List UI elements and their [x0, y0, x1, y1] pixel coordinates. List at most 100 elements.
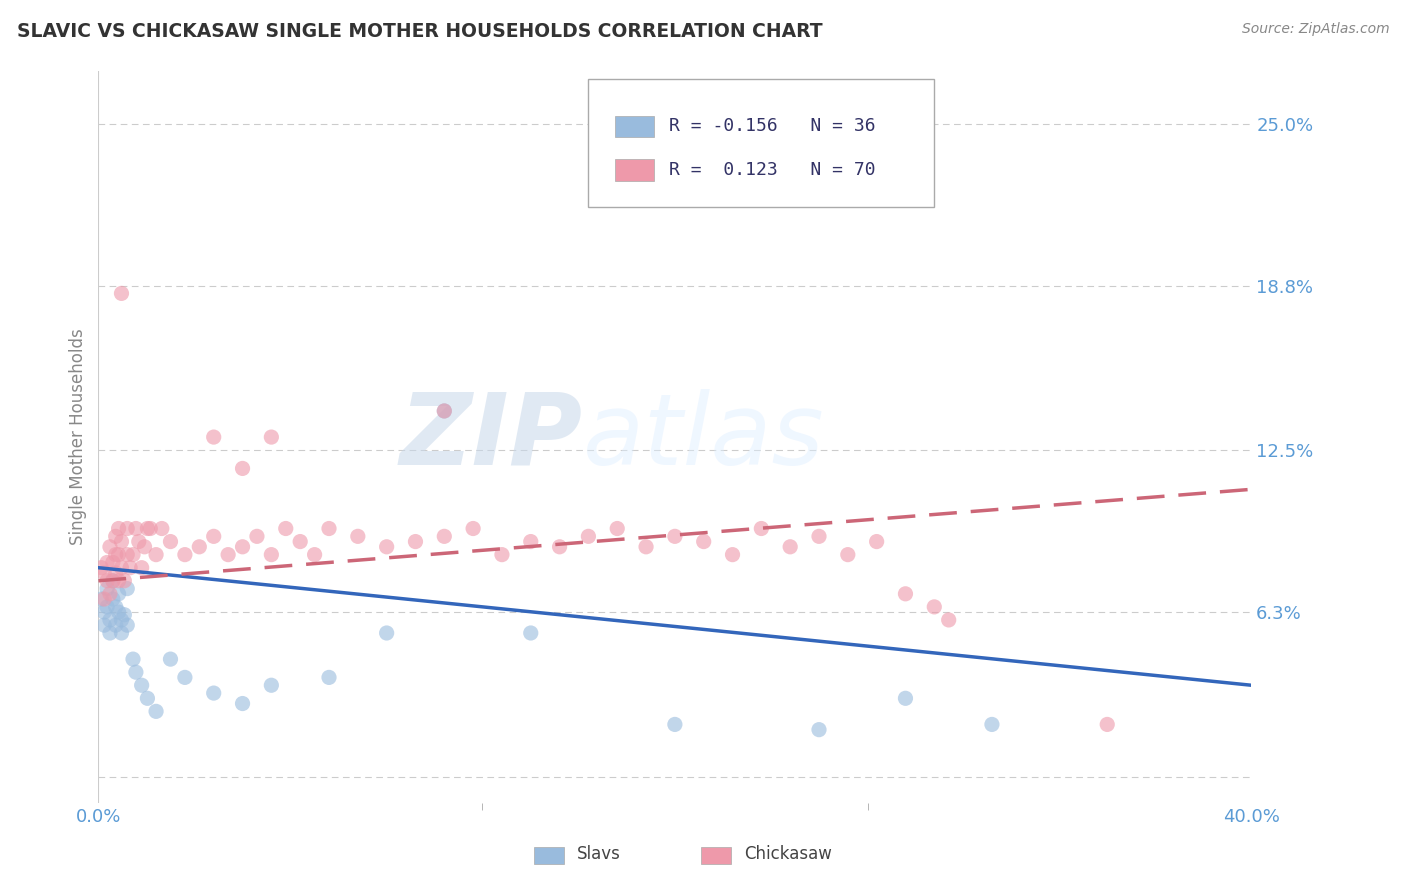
Point: [122, 652, 145, 666]
Text: Source: ZipAtlas.com: Source: ZipAtlas.com: [1241, 22, 1389, 37]
Point: [101, 574, 124, 588]
Point: [924, 599, 946, 614]
Point: [260, 430, 283, 444]
Point: [98, 613, 121, 627]
Text: atlas: atlas: [582, 389, 824, 485]
Point: [93, 605, 115, 619]
Point: [101, 592, 124, 607]
Point: [117, 548, 139, 562]
Point: [145, 705, 167, 719]
Point: [202, 686, 225, 700]
Text: R =  0.123   N = 70: R = 0.123 N = 70: [669, 161, 876, 179]
Point: [231, 697, 254, 711]
Point: [101, 574, 124, 588]
Point: [112, 574, 135, 588]
Point: [98, 626, 121, 640]
Point: [117, 582, 139, 596]
Point: [98, 587, 121, 601]
Point: [96, 582, 118, 596]
Point: [246, 529, 269, 543]
Point: [520, 534, 543, 549]
FancyBboxPatch shape: [614, 116, 654, 136]
Point: [318, 670, 340, 684]
Point: [260, 678, 283, 692]
Point: [90, 560, 112, 574]
Point: [202, 529, 225, 543]
Point: [93, 618, 115, 632]
Text: Slavs: Slavs: [576, 845, 621, 863]
Point: [491, 548, 513, 562]
Point: [837, 548, 859, 562]
Point: [779, 540, 801, 554]
Point: [433, 404, 456, 418]
Point: [93, 566, 115, 580]
Point: [188, 540, 211, 554]
Point: [139, 521, 162, 535]
Point: [721, 548, 744, 562]
Point: [104, 618, 127, 632]
Point: [202, 430, 225, 444]
Text: ZIP: ZIP: [399, 389, 582, 485]
Point: [93, 592, 115, 607]
Point: [375, 540, 398, 554]
Point: [107, 587, 129, 601]
Point: [304, 548, 326, 562]
Point: [375, 626, 398, 640]
Point: [520, 626, 543, 640]
Point: [96, 556, 118, 570]
Point: [128, 534, 150, 549]
Point: [90, 592, 112, 607]
Point: [96, 599, 118, 614]
Point: [606, 521, 628, 535]
FancyBboxPatch shape: [702, 847, 731, 864]
Point: [104, 599, 127, 614]
Point: [96, 574, 118, 588]
Point: [125, 521, 148, 535]
Point: [231, 540, 254, 554]
Point: [134, 540, 156, 554]
Point: [159, 652, 181, 666]
Point: [894, 691, 917, 706]
Point: [110, 613, 132, 627]
Text: R = -0.156   N = 36: R = -0.156 N = 36: [669, 117, 876, 136]
Point: [110, 626, 132, 640]
Point: [174, 548, 197, 562]
Point: [664, 529, 686, 543]
Point: [894, 587, 917, 601]
Point: [260, 548, 283, 562]
Point: [150, 521, 173, 535]
Point: [110, 286, 132, 301]
Point: [131, 560, 153, 574]
Point: [664, 717, 686, 731]
Point: [808, 723, 831, 737]
Point: [110, 560, 132, 574]
Point: [548, 540, 571, 554]
Text: SLAVIC VS CHICKASAW SINGLE MOTHER HOUSEHOLDS CORRELATION CHART: SLAVIC VS CHICKASAW SINGLE MOTHER HOUSEH…: [17, 22, 823, 41]
Point: [107, 521, 129, 535]
FancyBboxPatch shape: [614, 160, 654, 181]
Y-axis label: Single Mother Households: Single Mother Households: [69, 329, 87, 545]
Point: [938, 613, 960, 627]
Point: [346, 529, 368, 543]
Point: [120, 560, 142, 574]
Point: [433, 404, 456, 418]
Point: [98, 540, 121, 554]
Point: [131, 678, 153, 692]
Point: [107, 574, 129, 588]
Point: [107, 548, 129, 562]
Point: [125, 665, 148, 680]
Point: [274, 521, 297, 535]
Point: [405, 534, 427, 549]
Point: [290, 534, 312, 549]
Point: [636, 540, 658, 554]
Point: [117, 521, 139, 535]
FancyBboxPatch shape: [589, 78, 935, 207]
Point: [981, 717, 1004, 731]
Point: [117, 618, 139, 632]
Point: [231, 461, 254, 475]
Point: [808, 529, 831, 543]
Point: [112, 607, 135, 622]
Text: Chickasaw: Chickasaw: [744, 845, 832, 863]
FancyBboxPatch shape: [534, 847, 564, 864]
Point: [110, 534, 132, 549]
